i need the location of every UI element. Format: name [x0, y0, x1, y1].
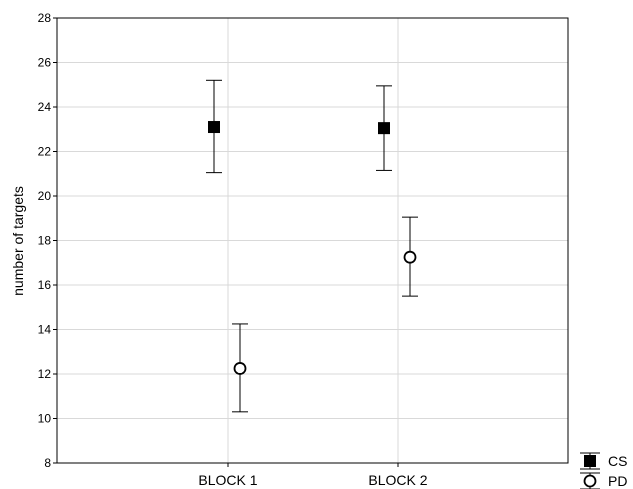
y-tick-label: 8	[44, 456, 51, 470]
y-tick-label: 10	[38, 412, 52, 426]
y-tick-label: 16	[38, 278, 52, 292]
y-tick-label: 14	[38, 323, 52, 337]
y-axis-title: number of targets	[10, 186, 26, 296]
grid-lines	[57, 18, 568, 463]
y-tick-label: 20	[38, 189, 52, 203]
y-tick-label: 22	[38, 145, 52, 159]
legend-marker-cs	[584, 455, 596, 467]
axes	[53, 17, 569, 467]
data-point-pd	[403, 250, 417, 264]
legend-label-pd: PD	[608, 473, 627, 489]
data-point-cs	[378, 122, 390, 135]
x-tick-label: BLOCK 2	[368, 472, 427, 488]
data-marks	[206, 79, 418, 413]
legend: CS PD	[580, 452, 627, 489]
legend-marker-pd	[583, 474, 597, 488]
y-tick-label: 18	[38, 234, 52, 248]
y-tick-label: 24	[38, 100, 52, 114]
y-tick-label: 26	[38, 56, 52, 70]
axis-labels: number of targets 8 10 12 14 16 18 20 22 24 26 28 B…	[10, 11, 428, 488]
x-tick-label: BLOCK 1	[198, 472, 257, 488]
data-point-pd	[233, 362, 247, 375]
data-point-cs	[208, 121, 220, 134]
y-tick-label: 28	[38, 11, 52, 25]
legend-label-cs: CS	[608, 453, 627, 469]
y-tick-label: 12	[38, 367, 52, 381]
